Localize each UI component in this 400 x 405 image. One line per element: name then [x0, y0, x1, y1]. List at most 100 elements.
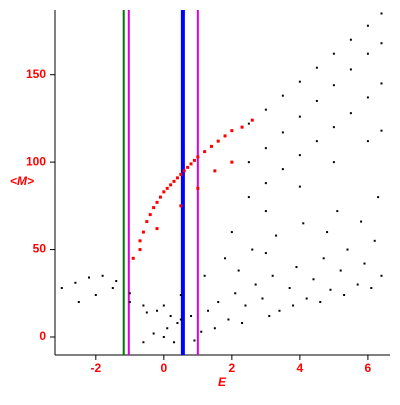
point [264, 210, 267, 213]
point [380, 12, 383, 15]
point [315, 140, 318, 143]
point [227, 318, 230, 321]
point [207, 309, 210, 312]
point [128, 301, 131, 304]
point [349, 68, 352, 71]
point [380, 129, 383, 132]
point [138, 239, 142, 243]
point [329, 288, 332, 291]
point [169, 315, 172, 318]
point [298, 185, 301, 188]
point [332, 52, 335, 55]
point [247, 196, 250, 199]
point [305, 297, 308, 300]
point [213, 327, 216, 330]
point [281, 131, 284, 134]
point [332, 126, 335, 129]
point [377, 196, 380, 199]
point [169, 183, 173, 187]
point [264, 147, 267, 150]
y-tick-label: 100 [26, 154, 46, 168]
point [343, 294, 346, 297]
point [156, 309, 159, 312]
point [128, 292, 131, 295]
point [360, 220, 363, 223]
point [292, 304, 295, 307]
point [145, 311, 148, 314]
point [315, 99, 318, 102]
point [209, 144, 213, 148]
point [165, 186, 169, 190]
point [200, 330, 203, 333]
point [339, 269, 342, 272]
x-tick-label: 6 [365, 361, 372, 375]
point [264, 252, 267, 255]
point [131, 256, 135, 260]
point [319, 301, 322, 304]
point [380, 274, 383, 277]
point [363, 262, 366, 265]
point [275, 234, 278, 237]
point [264, 182, 267, 185]
point [264, 108, 267, 111]
y-tick-label: 50 [33, 242, 47, 256]
point [148, 213, 152, 217]
point [315, 66, 318, 69]
point [349, 38, 352, 41]
x-tick-label: 0 [160, 361, 167, 375]
point [356, 283, 359, 286]
point [366, 52, 369, 55]
point [366, 140, 369, 143]
point [216, 139, 220, 143]
point [288, 287, 291, 290]
point [182, 169, 186, 173]
point [155, 200, 159, 204]
y-tick-label: 0 [39, 329, 46, 343]
point [74, 281, 77, 284]
point [138, 248, 142, 252]
point [295, 266, 298, 269]
point [217, 301, 220, 304]
point [77, 301, 80, 304]
point [237, 269, 240, 272]
point [192, 158, 196, 162]
point [278, 309, 281, 312]
point [380, 82, 383, 85]
point [162, 190, 166, 194]
x-tick-label: -2 [90, 361, 101, 375]
point [234, 292, 237, 295]
point [261, 297, 264, 300]
point [152, 206, 156, 210]
point [247, 161, 250, 164]
point [373, 239, 376, 242]
point [241, 322, 244, 325]
point [173, 341, 176, 344]
point [336, 210, 339, 213]
point [213, 169, 217, 173]
point [250, 118, 254, 122]
point [162, 335, 165, 338]
point [281, 168, 284, 171]
point [158, 195, 162, 199]
point [332, 84, 335, 87]
point [349, 112, 352, 115]
point [230, 160, 234, 164]
y-axis-label: <M> [10, 174, 34, 188]
point [60, 287, 63, 290]
point [370, 287, 373, 290]
point [298, 154, 301, 157]
point [101, 274, 104, 277]
point [366, 96, 369, 99]
point [298, 115, 301, 118]
point [152, 332, 155, 335]
point [244, 304, 247, 307]
point [247, 122, 250, 125]
point [240, 125, 244, 129]
point [155, 227, 159, 231]
point [251, 248, 254, 251]
point [189, 162, 193, 166]
point [111, 287, 114, 290]
point [254, 283, 257, 286]
point [94, 294, 97, 297]
